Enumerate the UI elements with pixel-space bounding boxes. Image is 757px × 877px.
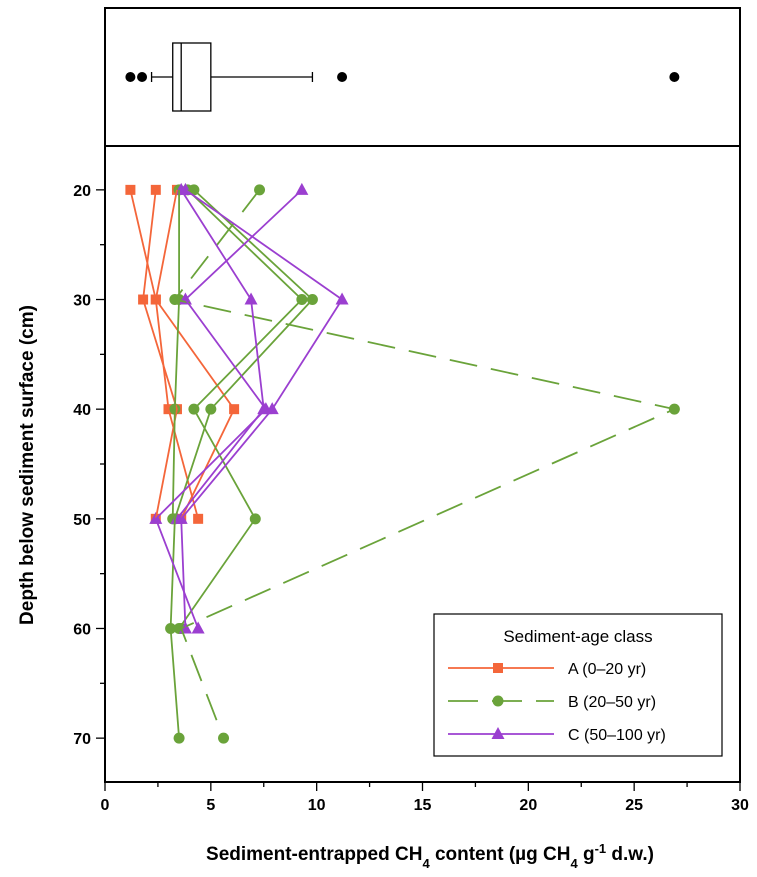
series-B-profile-2-line — [171, 189, 180, 519]
legend-marker-A — [493, 663, 503, 673]
box-outlier-1 — [137, 72, 148, 82]
y-axis-title: Depth below sediment surface (cm) — [17, 305, 38, 625]
legend-title: Sediment-age class — [503, 627, 652, 646]
series-C-profile-1-line — [180, 189, 344, 629]
legend-frame — [433, 613, 723, 757]
x-tick-label-15: 15 — [414, 797, 432, 814]
y-tick-label-60: 60 — [73, 621, 91, 638]
legend-marker-C — [491, 727, 505, 739]
series-B-profile-1-line — [178, 189, 304, 629]
series-A-profile-1-line — [142, 189, 178, 519]
legend: A (0–20 yr) B (20–50 yr) C (50–100 yr) — [433, 613, 723, 757]
box-plot-panel — [104, 7, 741, 147]
y-tick-label-30: 30 — [73, 293, 91, 310]
x-tick-label-10: 10 — [308, 797, 326, 814]
legend-marker-B — [492, 695, 504, 707]
x-tick-label-20: 20 — [519, 797, 537, 814]
box-outlier-3 — [669, 72, 680, 82]
axis-labels: Sediment-entrapped CH4 content (µg CH4 g… — [17, 305, 654, 870]
series-C-profile-0-line — [154, 189, 303, 629]
series-B-profile-0-line — [173, 189, 678, 739]
x-tick-label-30: 30 — [731, 797, 749, 814]
series-C-profile-2-line — [176, 189, 265, 520]
box-outlier-2 — [337, 72, 348, 82]
legend-label-C: C (50–100 yr) — [568, 727, 666, 744]
y-tick-label-40: 40 — [73, 402, 91, 419]
legend-label-B: B (20–50 yr) — [568, 694, 656, 711]
y-tick-label-50: 50 — [73, 512, 91, 529]
line-plot-panel: 0 5 10 15 20 25 30 20 30 40 50 60 70 — [73, 145, 749, 814]
y-tick-label-20: 20 — [73, 183, 91, 200]
x-axis-title: Sediment-entrapped CH4 content (µg CH4 g… — [206, 841, 654, 871]
series-B-profile-0-line — [169, 189, 314, 739]
series-A-profile-2-line — [154, 189, 200, 520]
series-C-profile-2-point-0 — [174, 182, 188, 195]
y-tick-label-70: 70 — [73, 731, 91, 748]
x-tick-label-5: 5 — [206, 797, 215, 814]
box-iqr — [172, 42, 212, 112]
series-A-profile-0-line — [129, 189, 236, 520]
box-outlier-0 — [125, 72, 136, 82]
legend-label-A: A (0–20 yr) — [568, 661, 646, 678]
x-tick-label-0: 0 — [101, 797, 110, 814]
x-tick-label-25: 25 — [625, 797, 643, 814]
